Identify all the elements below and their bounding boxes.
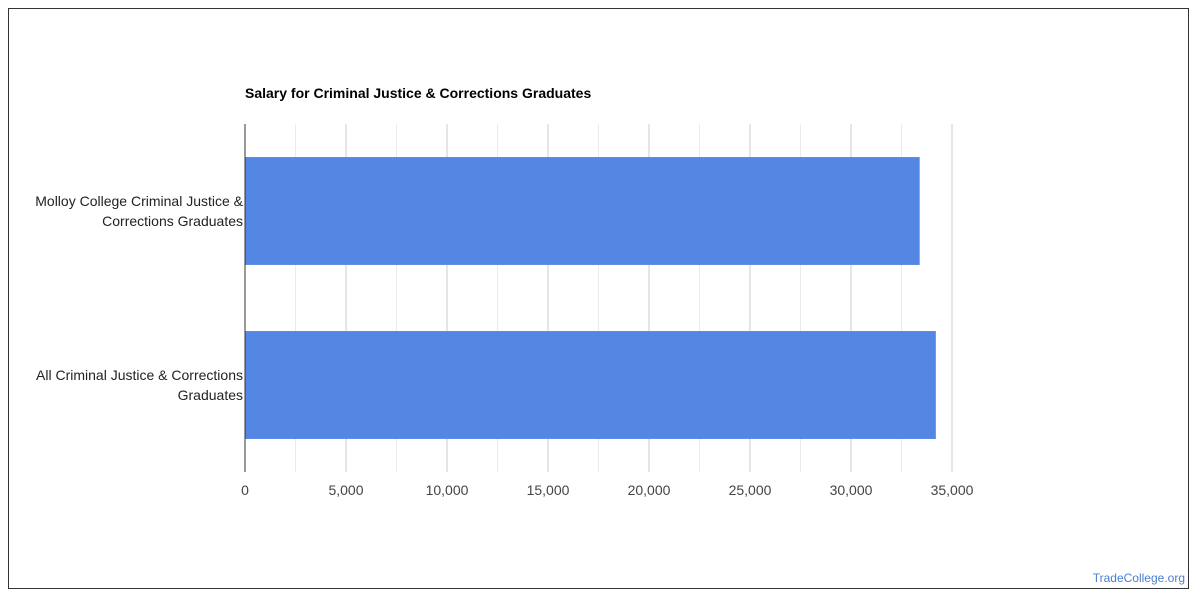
source-link[interactable]: TradeCollege.org (1092, 571, 1185, 585)
chart-frame (8, 8, 1189, 589)
category-labels: Molloy College Criminal Justice & Correct… (35, 193, 243, 403)
chart-title: Salary for Criminal Justice & Correction… (245, 85, 592, 101)
x-tick-label: 5,000 (328, 482, 363, 498)
x-tick-label: 10,000 (426, 482, 469, 498)
category-label: Graduates (178, 387, 243, 403)
x-tick-label: 25,000 (729, 482, 772, 498)
x-tick-label: 30,000 (830, 482, 873, 498)
tick-labels: 0 5,000 10,000 15,000 20,000 25,000 30,000 35,0… (241, 482, 974, 498)
x-tick-label: 20,000 (628, 482, 671, 498)
category-label: Molloy College Criminal Justice & (35, 193, 243, 209)
x-tick-label: 35,000 (931, 482, 974, 498)
category-label: All Criminal Justice & Corrections (36, 367, 243, 383)
x-tick-label: 0 (241, 482, 249, 498)
x-tick-label: 15,000 (527, 482, 570, 498)
category-label: Corrections Graduates (102, 213, 243, 229)
bars (245, 157, 936, 439)
bar (245, 331, 936, 439)
bar (245, 157, 920, 265)
